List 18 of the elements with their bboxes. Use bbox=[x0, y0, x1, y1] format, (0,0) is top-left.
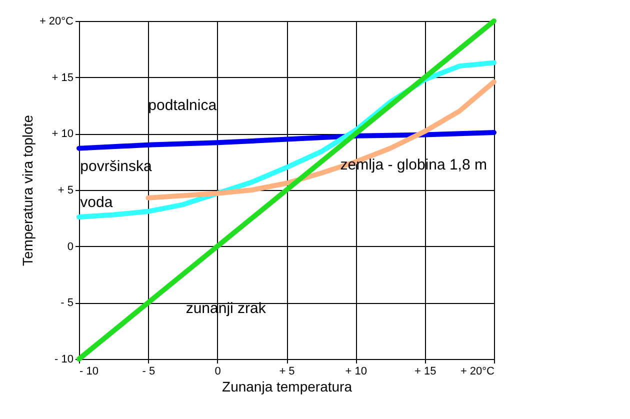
x-tick-label: + 5 bbox=[279, 366, 295, 378]
x-tick-label: - 10 bbox=[80, 366, 98, 378]
y-tick-label: + 5 bbox=[58, 184, 74, 196]
x-tick-label: - 5 bbox=[142, 366, 156, 378]
annotation: podtalnica bbox=[148, 96, 218, 114]
x-tick-label: + 15 bbox=[414, 366, 436, 378]
y-axis-title: Temperatura vira toplote bbox=[19, 114, 36, 266]
y-tick-label: - 5 bbox=[60, 297, 74, 310]
x-tick-label: 0 bbox=[214, 366, 221, 378]
x-tick-label: + 20°C bbox=[460, 366, 495, 378]
x-axis-title: Zunanja temperatura bbox=[222, 378, 352, 394]
y-tick-label: + 10 bbox=[52, 128, 74, 140]
y-tick-label: 0 bbox=[67, 240, 74, 253]
y-tick-label: + 20°C bbox=[39, 16, 74, 28]
x-tick-label: + 10 bbox=[345, 366, 368, 378]
annotation: voda bbox=[80, 194, 114, 211]
y-tick-label: + 15 bbox=[52, 72, 74, 84]
y-tick-label: - 10 bbox=[54, 354, 74, 366]
